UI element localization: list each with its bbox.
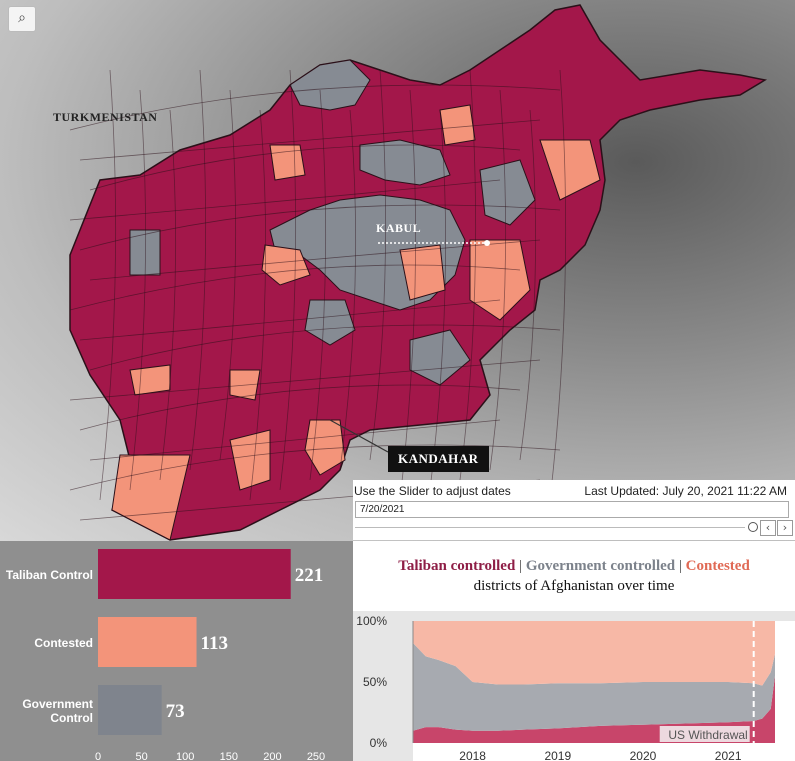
title-separator-2: | [678,558,682,574]
district-border-line [159,109,176,481]
bar-x-tick: 200 [263,751,281,761]
title-separator-1: | [519,558,523,574]
area-series-contested[interactable] [413,621,775,686]
district-border-line [549,69,567,501]
area-series-government-controlled[interactable] [413,642,775,731]
district-border-line [99,69,117,501]
withdrawal-annotation: US Withdrawal [668,728,747,742]
bar-category-label: Contested [34,636,93,650]
district-border-line [459,69,477,481]
district-contested-farah[interactable] [129,364,171,396]
bar-value-label: 221 [295,565,324,586]
district-government-ghazni[interactable] [304,299,356,346]
kabul-marker [484,240,490,246]
district-border-line [79,204,561,251]
district-border-line [249,109,266,501]
title-contested: Contested [685,558,750,574]
slider-track[interactable] [355,527,745,528]
district-contested-east[interactable] [469,239,531,321]
bar-category-label: Control [50,711,93,725]
district-border-line [89,239,541,281]
kabul-label: KABUL [376,221,422,235]
last-updated: Last Updated: July 20, 2021 11:22 AM [584,484,787,498]
y-tick-label: 100% [356,614,387,628]
district-border-line [189,69,207,471]
district-border-line [89,419,501,461]
slider-hint: Use the Slider to adjust dates [354,484,511,498]
turkmenistan-label: TURKMENISTAN [53,110,158,124]
kandahar-label: KANDAHAR [388,446,489,472]
district-border-line [519,109,537,461]
line-chart-subtitle: districts of Afghanistan over time [473,578,675,594]
line-chart-title: Taliban controlled | Government controll… [353,558,795,575]
bar-category-label: Taliban Control [6,568,93,582]
bar-value-label: 73 [166,701,185,722]
district-border-line [489,89,506,471]
district-border-line [89,324,561,371]
bar-government-control[interactable] [98,685,162,735]
district-contested-north[interactable] [439,104,476,146]
district-border-line [429,109,446,491]
bar-value-label: 113 [201,633,228,654]
district-border-line [69,359,541,401]
district-government-mazar[interactable] [359,139,451,186]
district-border-line [219,89,237,461]
slider-handle[interactable] [748,522,758,532]
title-taliban: Taliban controlled [398,558,516,574]
district-border-line [279,69,297,491]
district-border-line [69,179,501,221]
district-border-line [399,89,417,501]
control-over-time-chart: Taliban controlled | Government controll… [353,541,795,761]
district-map[interactable] [0,0,795,541]
bar-chart-svg: 221 Taliban Control 113 Contested 73 Governme… [6,549,325,761]
y-tick-label: 0% [370,736,388,750]
bar-contested[interactable] [98,617,197,667]
district-government-west[interactable] [129,229,161,276]
district-border-line [369,69,386,461]
x-tick-label: 2021 [715,749,742,761]
district-border-line [69,444,561,491]
withdrawal-label-bg [659,726,750,742]
district-border-line [339,109,356,471]
x-tick-label: 2018 [459,749,486,761]
bar-x-tick: 250 [307,751,325,761]
title-government: Government controlled [525,558,676,574]
bar-taliban-control[interactable] [98,549,291,599]
x-tick-label: 2020 [630,749,657,761]
date-slider-panel: Use the Slider to adjust dates Last Upda… [353,480,795,540]
district-border-line [89,144,521,191]
control-bar-chart: 221 Taliban Control 113 Contested 73 Governme… [0,541,353,761]
y-tick-label: 50% [363,675,387,689]
kandahar-pointer [329,419,389,453]
district-border-line [79,384,521,431]
district-government-east[interactable] [479,159,536,226]
date-field[interactable]: 7/20/2021 [355,501,789,518]
map-area[interactable]: ⌕ TURKMENISTAN KABUL KANDAHAR [0,0,795,541]
district-border-line [129,89,147,491]
district-border-line [69,84,561,131]
district-border-line [309,89,326,481]
bar-x-tick: 50 [135,751,147,761]
bar-x-tick: 0 [95,751,101,761]
chart-top-band [353,611,795,621]
bar-x-tick: 100 [176,751,194,761]
district-border-line [79,299,501,341]
district-contested-northeast[interactable] [539,139,601,201]
bar-x-tick: 150 [220,751,238,761]
prev-date-button[interactable]: ‹ [760,520,776,536]
bar-category-label: Government [22,697,93,711]
search-icon[interactable]: ⌕ [8,6,36,32]
x-tick-label: 2019 [544,749,571,761]
district-contested-north-west[interactable] [269,144,306,181]
line-chart-svg: 0% 50% 100% 2018 2019 2020 2021 US Withdrawal [353,611,795,761]
district-border-line [69,264,521,311]
district-government-north[interactable] [289,59,371,111]
chart-left-band [353,611,413,761]
next-date-button[interactable]: › [777,520,793,536]
